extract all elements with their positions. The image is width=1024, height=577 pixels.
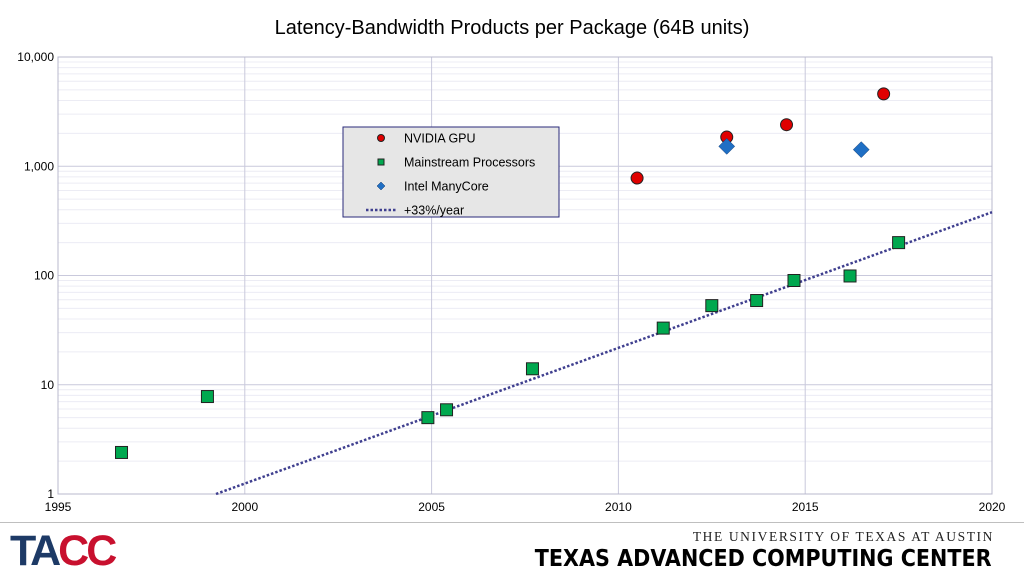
tacc-logo: TACC (10, 530, 117, 573)
footer: TACC THE UNIVERSITY OF TEXAS AT AUSTIN T… (0, 522, 1024, 577)
center-name: TEXAS ADVANCED COMPUTING CENTER (535, 546, 992, 572)
point-mainstream-processors (440, 403, 454, 417)
point-mainstream-processors (787, 273, 801, 287)
point-mainstream-processors (656, 321, 670, 335)
point-mainstream-processors (115, 445, 129, 459)
point-mainstream-processors (200, 390, 214, 404)
y-tick-label: 1 (47, 487, 54, 501)
legend-label-nvidia-gpu: NVIDIA GPU (404, 132, 476, 146)
legend-label-intel-manycore: Intel ManyCore (404, 180, 489, 194)
x-tick-label: 2010 (605, 500, 632, 514)
x-tick-label: 2000 (231, 500, 258, 514)
legend-marker-nvidia-gpu (377, 134, 385, 142)
y-tick-label: 10 (41, 378, 55, 392)
legend-label-33-year: +33%/year (404, 204, 464, 218)
logo-part-1: TA (10, 527, 61, 575)
y-tick-label: 1,000 (24, 159, 54, 173)
point-nvidia-gpu (877, 87, 891, 101)
point-intel-manycore (852, 141, 870, 158)
legend-label-mainstream-processors: Mainstream Processors (404, 156, 535, 170)
chart-title: Latency-Bandwidth Products per Package (… (275, 17, 750, 39)
point-mainstream-processors (421, 411, 435, 425)
x-tick-label: 1995 (45, 500, 72, 514)
trend-line (215, 211, 993, 496)
point-mainstream-processors (705, 299, 719, 313)
point-mainstream-processors (892, 236, 906, 250)
legend-marker-mainstream-processors (377, 158, 385, 166)
plot-area (57, 56, 993, 495)
legend-box (342, 126, 560, 218)
point-mainstream-processors (750, 294, 764, 308)
y-axis: 1 10 100 1,000 10,000 (17, 50, 54, 501)
legend-marker-intel-manycore (376, 181, 386, 191)
point-nvidia-gpu (780, 118, 794, 132)
chart: Latency-Bandwidth Products per Package (… (17, 17, 1006, 514)
logo-part-2: CC (58, 527, 117, 575)
x-axis: 1995 2000 2005 2010 2015 2020 (45, 500, 1006, 514)
point-nvidia-gpu (630, 171, 644, 185)
university-name: THE UNIVERSITY OF TEXAS AT AUSTIN (692, 529, 994, 544)
trend-layer (215, 211, 993, 496)
legend: NVIDIA GPU Mainstream Processors Intel Man… (342, 126, 560, 218)
point-mainstream-processors (843, 269, 857, 283)
y-tick-label: 10,000 (17, 50, 54, 64)
x-tick-label: 2015 (792, 500, 819, 514)
x-tick-label: 2020 (979, 500, 1006, 514)
point-intel-manycore (718, 138, 736, 155)
y-tick-label: 100 (34, 269, 54, 283)
point-mainstream-processors (525, 362, 539, 376)
x-tick-label: 2005 (418, 500, 445, 514)
minor-grid (58, 61, 992, 462)
marks-layer (115, 87, 906, 459)
